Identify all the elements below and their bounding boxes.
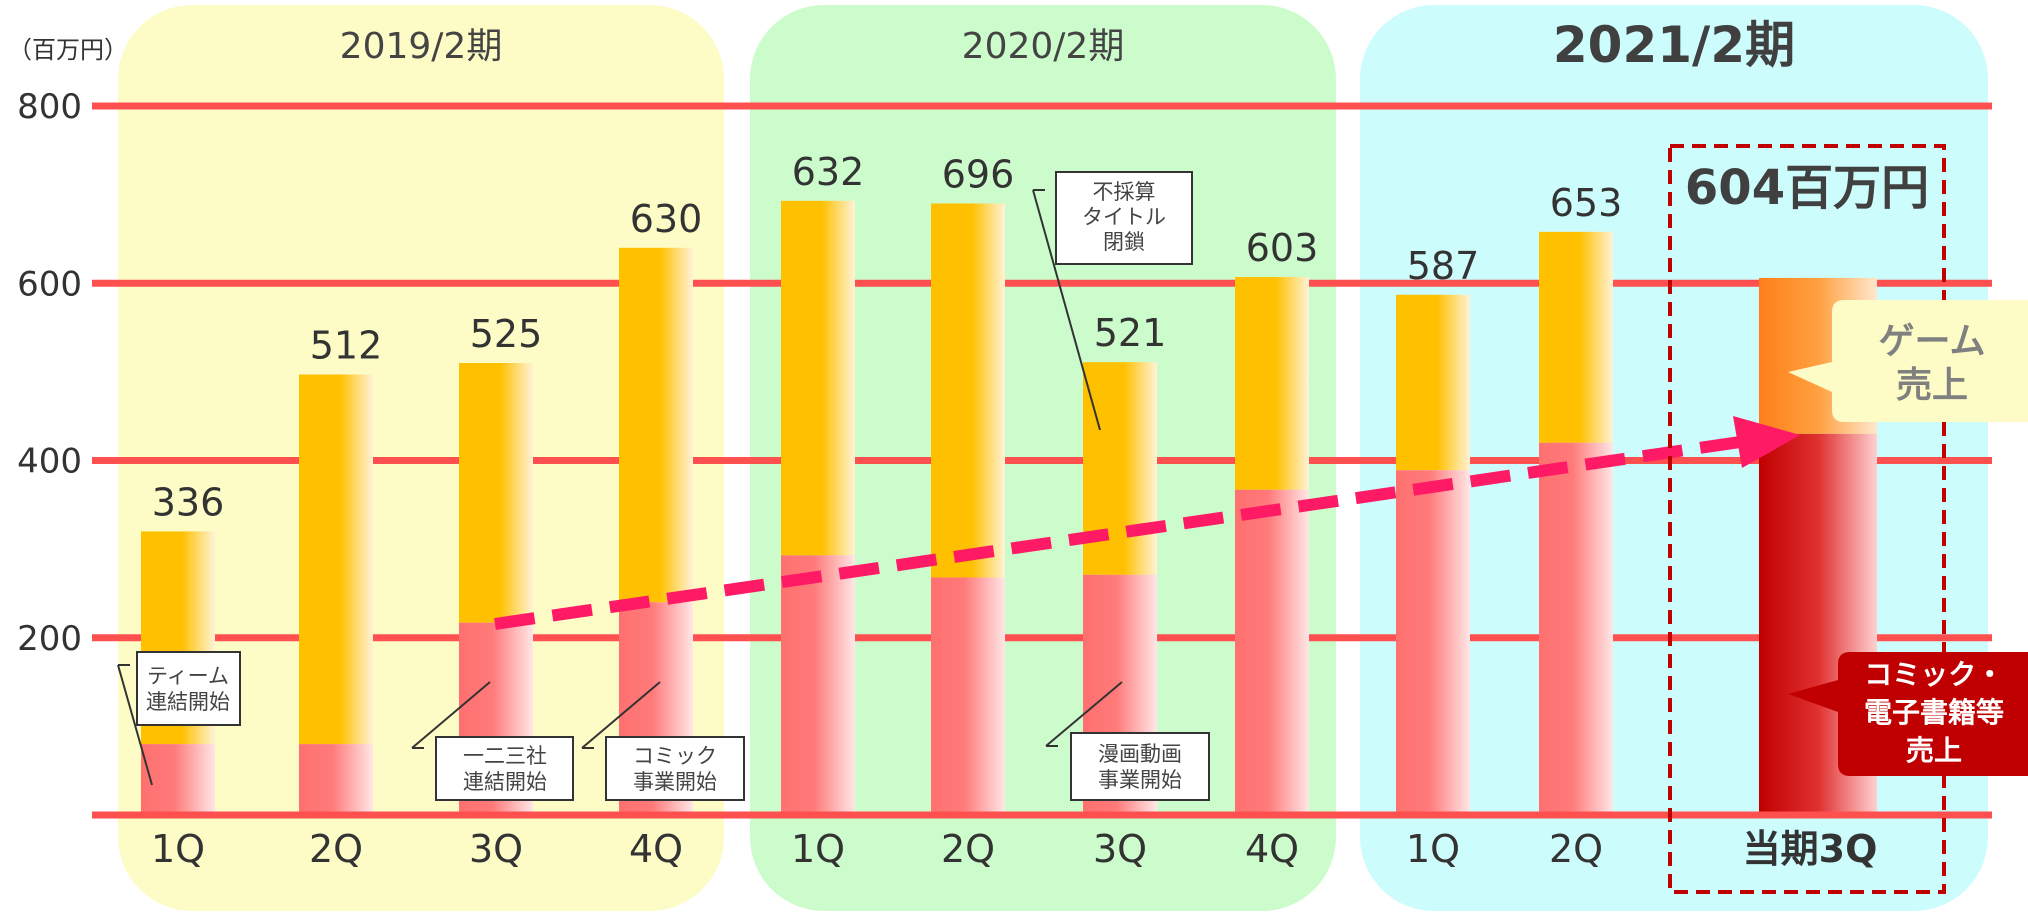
x-tick-label-10: 2Q [1549, 827, 1603, 871]
x-tick-label-4: 4Q [629, 827, 683, 871]
bar-comic-5 [781, 555, 855, 815]
comic-sales-callout: コミック・ 電子書籍等 売上 [1788, 652, 2028, 776]
current-quarter-highlight-box [1668, 144, 1946, 894]
annotation-unprofitable-line2: タイトル [1082, 205, 1166, 229]
y-tick-label-600: 600 [17, 264, 82, 304]
x-tick-label-9: 1Q [1406, 827, 1460, 871]
annotation-manga-video: 漫画動画 事業開始 [1045, 681, 1210, 801]
bar-game-8 [1235, 277, 1309, 490]
annotation-unprofitable-line1: 不採算 [1093, 180, 1156, 204]
annotation-hifumi-line2: 連結開始 [463, 770, 547, 794]
bar-game-7 [1083, 362, 1157, 575]
bar-comic-6 [931, 577, 1005, 815]
annotation-manga-line2: 事業開始 [1098, 768, 1182, 792]
bar-game-9 [1396, 294, 1470, 471]
x-tick-label-2: 2Q [309, 827, 363, 871]
x-tick-label-8: 4Q [1245, 827, 1299, 871]
bar-game-10 [1539, 231, 1613, 443]
value-label-7: 521 [1094, 311, 1167, 355]
bar-comic-9 [1396, 470, 1470, 815]
x-tick-label-5: 1Q [791, 827, 845, 871]
period-label-2: 2020/2期 [962, 26, 1125, 67]
game-callout-line2: 売上 [1896, 365, 1968, 406]
bar-game-5 [781, 200, 855, 556]
bar-game-4 [619, 247, 693, 603]
game-sales-callout: ゲーム 売上 [1788, 300, 2028, 422]
comic-callout-line2: 電子書籍等 [1864, 696, 2004, 729]
x-tick-label-3: 3Q [469, 827, 523, 871]
game-callout-line1: ゲーム [1879, 321, 1986, 362]
bar-game-2 [299, 374, 373, 745]
bar-comic-1 [141, 744, 215, 815]
highlight-total: 604百万円 [1685, 160, 1929, 216]
bar-comic-10 [1539, 442, 1613, 815]
trend-arrow [494, 416, 1800, 630]
bar-comic-8 [1235, 489, 1309, 815]
bar-comic-2 [299, 744, 373, 815]
y-tick-label-200: 200 [17, 619, 82, 659]
comic-callout-line1: コミック・ [1864, 658, 2003, 691]
unit-label: （百万円） [8, 36, 128, 64]
annotation-manga-line1: 漫画動画 [1098, 742, 1182, 766]
annotation-hifumi: 一二三社 連結開始 [411, 681, 574, 801]
x-tick-label-6: 2Q [941, 827, 995, 871]
y-tick-label-800: 800 [17, 87, 82, 127]
annotation-team-line1: ティーム [147, 664, 229, 688]
value-label-2: 512 [310, 324, 383, 368]
y-tick-label-400: 400 [17, 442, 82, 482]
value-label-10: 653 [1550, 181, 1623, 225]
annotation-comic-line1: コミック [633, 744, 717, 768]
gridlines: 800 600 400 200 [17, 87, 1992, 659]
value-label-1: 336 [152, 480, 225, 524]
x-tick-label-1: 1Q [151, 827, 205, 871]
x-tick-label-7: 3Q [1093, 827, 1147, 871]
value-label-4: 630 [630, 197, 703, 241]
annotation-unprofitable: 不採算 タイトル 閉鎖 [1032, 171, 1193, 431]
annotation-hifumi-line1: 一二三社 [463, 744, 547, 768]
value-label-6: 696 [942, 152, 1015, 196]
annotation-team-line2: 連結開始 [146, 690, 230, 714]
comic-callout-line3: 売上 [1906, 734, 1962, 767]
annotation-unprofitable-line3: 閉鎖 [1103, 230, 1145, 254]
bar-game-6 [931, 203, 1005, 578]
period-label-1: 2019/2期 [340, 26, 503, 67]
labels: 336 1Q 512 2Q 525 3Q 630 4Q 632 1Q 696 2Q 521 3Q 603 4Q… [151, 150, 1877, 871]
period-label-3: 2021/2期 [1553, 16, 1795, 74]
x-tick-label-11: 当期3Q [1743, 827, 1878, 871]
annotation-team: ティーム 連結開始 [117, 651, 241, 786]
value-label-8: 603 [1246, 226, 1319, 270]
annotation-comic-line2: 事業開始 [633, 770, 717, 794]
bar-game-3 [459, 363, 533, 623]
value-label-3: 525 [470, 312, 543, 356]
value-label-5: 632 [792, 150, 865, 194]
value-label-9: 587 [1407, 244, 1480, 288]
annotation-comic: コミック 事業開始 [581, 681, 745, 801]
